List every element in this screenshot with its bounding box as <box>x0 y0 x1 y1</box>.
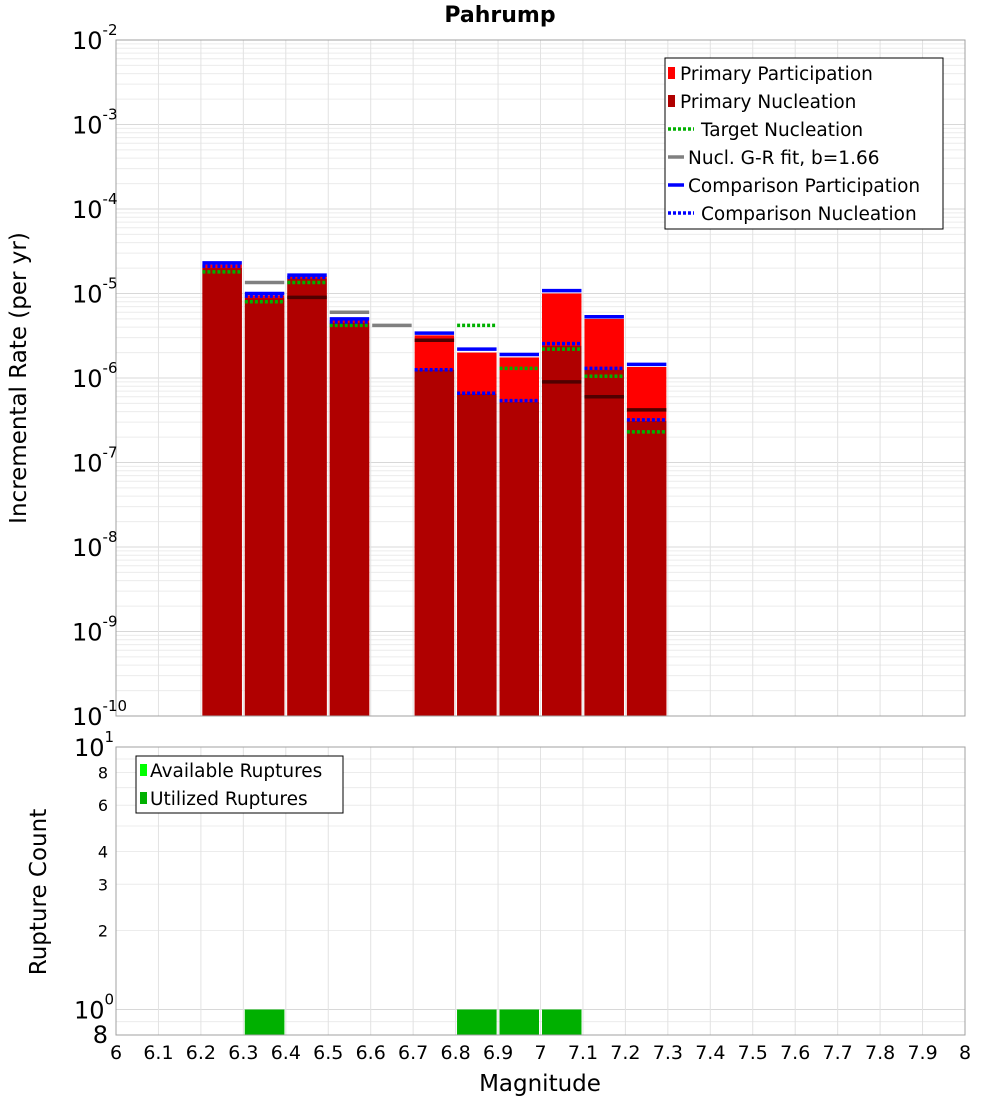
x-tick-label: 6 <box>110 1042 122 1064</box>
legend-box <box>135 755 344 814</box>
bar-utilized-ruptures <box>542 1009 582 1035</box>
y-tick-label: 10-6 <box>72 359 118 393</box>
y-tick-label: 10-9 <box>72 613 118 647</box>
plot-border <box>115 39 966 717</box>
legend-label: Primary Nucleation <box>680 92 856 113</box>
x-tick-label: 7.8 <box>865 1042 895 1064</box>
legend-swatch <box>668 67 675 79</box>
y-tick-label: 101 <box>74 728 114 762</box>
x-axis-label: Magnitude <box>479 1071 601 1097</box>
y-tick-label: 6 <box>98 796 108 815</box>
legend-label: Comparison Participation <box>688 176 920 197</box>
bar-primary-nucleation <box>244 298 285 716</box>
legend-label: Primary Participation <box>680 64 873 85</box>
x-tick-label: 6.1 <box>143 1042 173 1064</box>
bar-primary-nucleation <box>414 369 455 716</box>
y-tick-label: 10-2 <box>72 21 118 55</box>
legend: Available Ruptures Utilized Ruptures <box>135 755 344 814</box>
rate-plot: 10-10 10-9 10-8 10-7 10-6 10-5 10-4 10-3 10-2 Pri… <box>72 21 966 731</box>
bar-primary-nucleation <box>329 322 370 716</box>
plot-border <box>115 746 966 1036</box>
y-tick-label: 3 <box>98 875 108 894</box>
y-tick-label: 8 <box>93 1021 108 1049</box>
bar-primary-nucleation <box>287 278 327 716</box>
y-tick-label: 8 <box>98 763 108 782</box>
x-tick-label: 7.9 <box>907 1042 937 1064</box>
x-tick-label: 6.4 <box>271 1042 301 1064</box>
x-tick-label: 7.1 <box>568 1042 598 1064</box>
x-tick-label: 6.7 <box>398 1042 428 1064</box>
x-tick-label: 7 <box>534 1042 546 1064</box>
chart-title: Pahrump <box>444 3 555 28</box>
x-tick-label: 7.4 <box>695 1042 725 1064</box>
bar-utilized-ruptures <box>499 1009 539 1035</box>
x-tick-label: 6.6 <box>356 1042 386 1064</box>
top-y-axis-label: Incremental Rate (per yr) <box>6 232 32 524</box>
y-tick-label: 2 <box>98 922 108 941</box>
y-tick-label: 10-7 <box>72 444 118 478</box>
bar-primary-nucleation <box>499 401 539 716</box>
x-tick-label: 7.6 <box>780 1042 810 1064</box>
x-tick-label: 7.5 <box>738 1042 768 1064</box>
legend-swatch <box>140 792 147 804</box>
legend-swatch <box>668 95 675 107</box>
x-tick-label: 6.2 <box>186 1042 216 1064</box>
bar-utilized-ruptures <box>244 1009 285 1035</box>
x-tick-label: 6.5 <box>313 1042 343 1064</box>
x-tick-label: 8 <box>959 1042 971 1064</box>
legend-swatch <box>140 764 147 776</box>
bottom-y-axis-label: Rupture Count <box>26 809 52 975</box>
bar-primary-nucleation <box>584 369 624 716</box>
legend-label: Available Ruptures <box>150 761 322 782</box>
legend-label: Comparison Nucleation <box>701 204 917 225</box>
bar-primary-nucleation <box>202 268 242 716</box>
bar-primary-nucleation <box>626 420 667 716</box>
x-tick-label: 6.3 <box>228 1042 258 1064</box>
legend-box <box>664 57 944 230</box>
bar-utilized-ruptures <box>457 1009 497 1035</box>
x-tick-label: 7.2 <box>610 1042 640 1064</box>
y-tick-label: 10-4 <box>72 190 118 224</box>
x-tick-label: 7.7 <box>823 1042 853 1064</box>
legend-label: Target Nucleation <box>700 120 863 141</box>
x-tick-label: 6.9 <box>483 1042 513 1064</box>
y-tick-label: 10-5 <box>72 275 118 309</box>
bar-primary-nucleation <box>457 393 497 716</box>
y-tick-label: 10-8 <box>72 528 118 562</box>
legend-label: Nucl. G-R fit, b=1.66 <box>688 148 880 169</box>
y-tick-label: 10-3 <box>72 106 118 140</box>
y-tick-label: 100 <box>74 991 114 1025</box>
y-tick-label: 10-10 <box>72 697 127 731</box>
x-tick-label: 6.8 <box>440 1042 470 1064</box>
legend: Primary Participation Primary Nucleation T… <box>664 57 944 230</box>
x-tick-label: 7.3 <box>653 1042 683 1064</box>
bar-primary-nucleation <box>542 345 582 716</box>
y-tick-label: 4 <box>98 842 108 861</box>
legend-label: Utilized Ruptures <box>150 789 308 810</box>
